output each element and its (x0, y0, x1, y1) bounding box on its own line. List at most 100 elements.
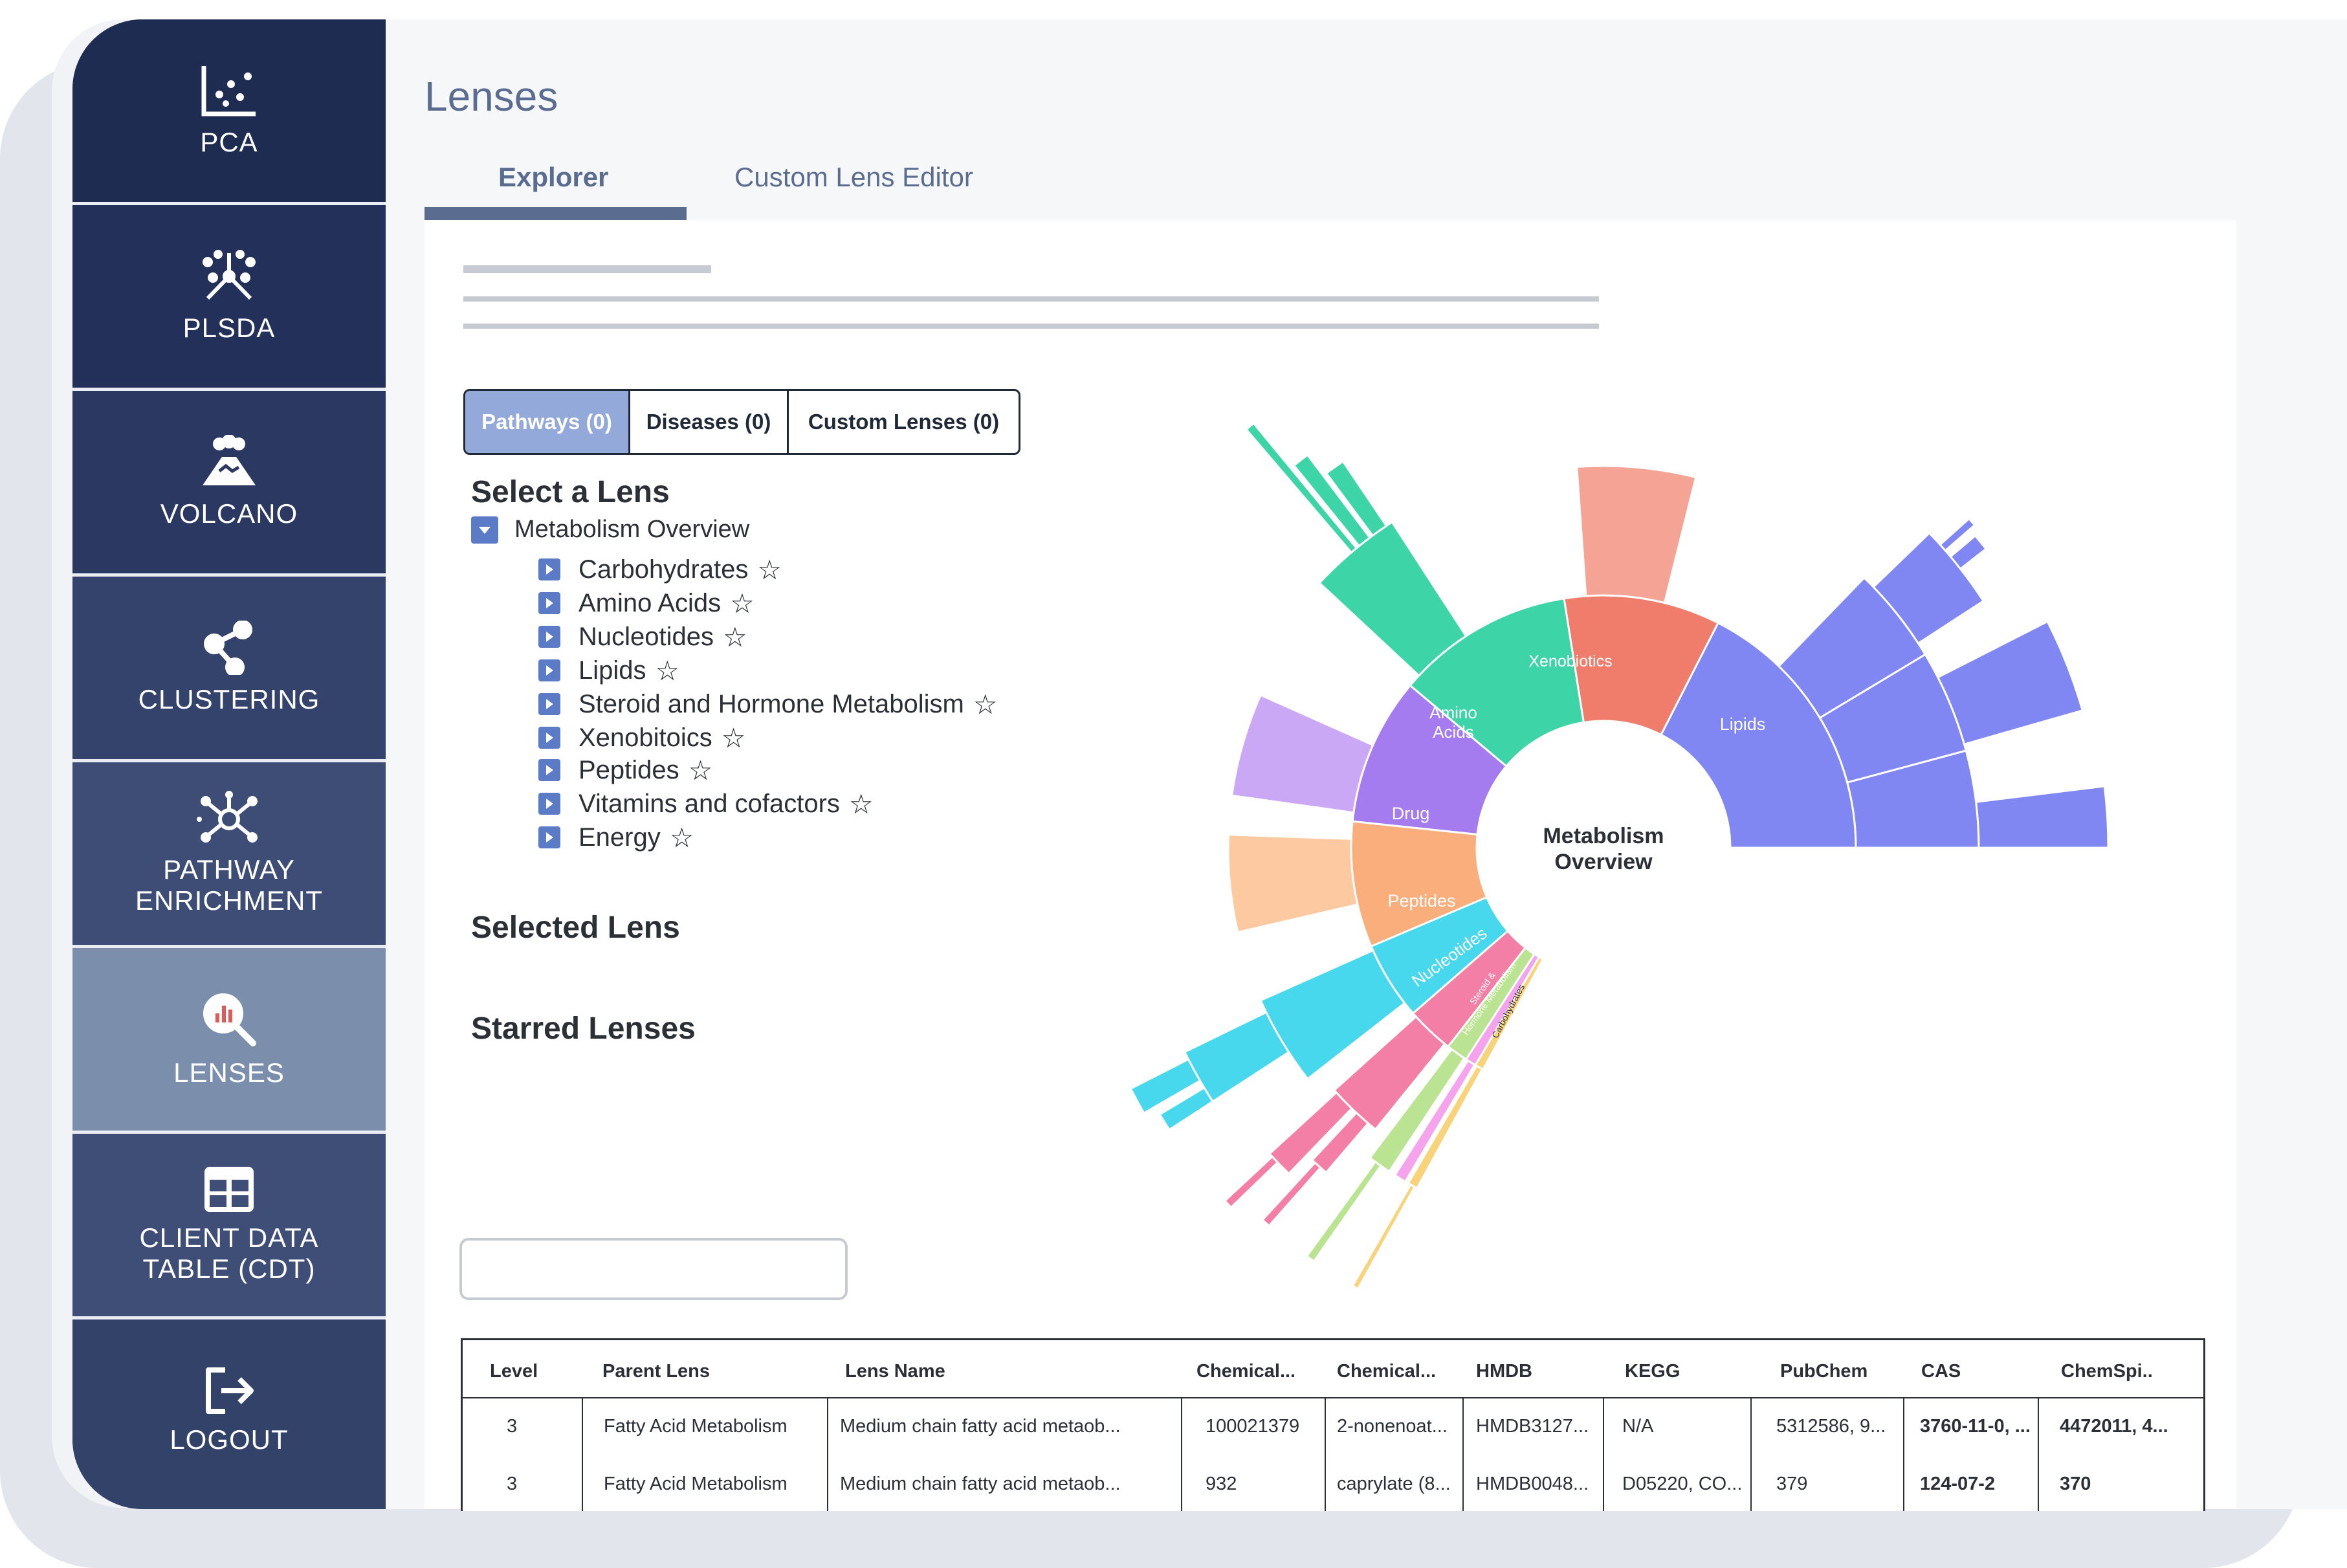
lens-item[interactable]: Nucleotides ☆ (538, 621, 747, 652)
tab-custom-lens-editor[interactable]: Custom Lens Editor (734, 162, 973, 192)
sidebar-item-label: VOLCANO (160, 498, 298, 529)
star-icon[interactable]: ☆ (848, 788, 874, 819)
star-icon[interactable]: ☆ (723, 621, 747, 652)
lens-item-label: Xenobitoics (578, 723, 712, 752)
lipids-label: Lipids (1720, 714, 1766, 734)
expand-icon[interactable] (538, 558, 560, 580)
expand-icon[interactable] (538, 693, 560, 715)
column-header[interactable]: CAS (1921, 1361, 1961, 1382)
expand-icon[interactable] (538, 592, 560, 614)
lens-item[interactable]: Xenobitoics ☆ (538, 722, 745, 753)
column-header[interactable]: Parent Lens (602, 1361, 710, 1382)
sunburst-chart[interactable]: Metabolism Overview Xenobiotics Lipids A… (1009, 337, 2174, 1340)
page-title: Lenses (424, 73, 558, 120)
filter-diseases-button[interactable]: Diseases (0) (628, 391, 787, 453)
expand-icon[interactable] (538, 727, 560, 749)
sunburst-segment-peptides-child[interactable] (1227, 834, 1359, 934)
column-header[interactable]: Chemical... (1337, 1361, 1437, 1382)
lens-item[interactable]: Amino Acids ☆ (538, 588, 755, 619)
column-header[interactable]: Level (490, 1361, 538, 1382)
lens-item[interactable]: Steroid and Hormone Metabolism ☆ (538, 689, 998, 720)
sunburst-segment-drug-child[interactable] (1230, 694, 1374, 814)
star-icon[interactable]: ☆ (973, 689, 998, 720)
star-icon[interactable]: ☆ (669, 822, 694, 853)
sidebar-item-plsda[interactable]: PLSDA (72, 205, 386, 388)
column-header[interactable]: ChemSpi.. (2061, 1361, 2153, 1382)
peptides-label: Peptides (1387, 891, 1455, 911)
lens-item[interactable]: Peptides ☆ (538, 755, 712, 786)
filter-pathways-button[interactable]: Pathways (0) (465, 391, 628, 453)
table-cell: 124-07-2 (1920, 1474, 1996, 1494)
table-cell: Fatty Acid Metabolism (604, 1474, 788, 1494)
table-cell: 2-nonenoat... (1337, 1416, 1448, 1437)
sidebar-item-pathway-enrichment[interactable]: PATHWAY ENRICHMENT (72, 762, 386, 945)
star-icon[interactable]: ☆ (688, 755, 713, 786)
sunburst-segment-lipids-grandchild[interactable] (1939, 517, 1976, 552)
lens-type-filter: Pathways (0) Diseases (0) Custom Lenses … (463, 389, 1020, 455)
sidebar-item-lenses[interactable]: LENSES (72, 948, 386, 1131)
table-cell: 3 (507, 1474, 518, 1494)
sidebar-item-client-data-table[interactable]: CLIENT DATA TABLE (CDT) (72, 1134, 386, 1316)
column-header[interactable]: KEGG (1625, 1361, 1680, 1382)
sunburst-segment-nucleotides-child[interactable] (1158, 1086, 1215, 1131)
divider (72, 759, 386, 762)
expand-icon[interactable] (538, 826, 560, 848)
sunburst-segment-carbohydrates-child[interactable] (1305, 1160, 1382, 1263)
sidebar-item-logout[interactable]: LOGOUT (72, 1320, 386, 1502)
sidebar-item-clustering[interactable]: CLUSTERING (72, 577, 386, 759)
tab-explorer[interactable]: Explorer (498, 162, 609, 192)
column-header[interactable]: PubChem (1780, 1361, 1868, 1382)
pathway-network-icon (197, 791, 258, 843)
table-cell: 3 (507, 1416, 518, 1437)
expand-icon[interactable] (538, 793, 560, 815)
star-icon[interactable]: ☆ (730, 588, 755, 619)
search-input[interactable] (459, 1238, 848, 1300)
sunburst-segment-lipids-grandchild[interactable] (1975, 785, 2110, 849)
lens-item[interactable]: Lipids ☆ (538, 655, 679, 686)
active-tab-indicator (424, 207, 687, 220)
amino-acids-label: Amino (1429, 703, 1477, 722)
sunburst-segment-lipids-grandchild[interactable] (1872, 531, 1985, 645)
sidebar-item-pca[interactable]: PCA (72, 19, 386, 202)
column-header[interactable]: Chemical... (1196, 1361, 1296, 1382)
table-cell: D05220, CO... (1622, 1474, 1743, 1494)
sunburst-segment-lipids-grandchild[interactable] (1949, 534, 1988, 571)
tree-root-label: Metabolism Overview (514, 516, 750, 543)
lens-item[interactable]: Carbohydrates ☆ (538, 554, 782, 585)
sunburst-segment-nucleotides-child[interactable] (1129, 1057, 1202, 1115)
sunburst-segment-lipids-grandchild[interactable] (1936, 620, 2084, 745)
column-header[interactable]: Lens Name (845, 1361, 945, 1382)
lens-item[interactable]: Energy ☆ (538, 822, 694, 853)
sunburst-segment-steroid-child[interactable] (1261, 1161, 1322, 1228)
star-icon[interactable]: ☆ (757, 554, 782, 585)
expand-icon[interactable] (538, 659, 560, 681)
collapse-icon[interactable] (471, 516, 498, 544)
scatter-plot-icon (201, 66, 256, 116)
table-cell: 100021379 (1206, 1416, 1300, 1437)
expand-icon[interactable] (538, 626, 560, 648)
sidebar-item-label: CLIENT DATA TABLE (CDT) (139, 1222, 319, 1284)
divider (1603, 1397, 1604, 1511)
drug-label: Drug (1392, 804, 1430, 823)
sidebar-item-volcano[interactable]: VOLCANO (72, 391, 386, 573)
sunburst-segment-xenobiotics-child[interactable] (1576, 465, 1697, 604)
sunburst-center[interactable] (1477, 721, 1730, 975)
sunburst-segment-amino-acids-child[interactable] (1244, 422, 1358, 554)
sidebar-item-label: PLSDA (182, 313, 276, 343)
tree-root[interactable]: Metabolism Overview (471, 516, 749, 544)
volcano-icon (203, 435, 256, 485)
sunburst-segment-vitamins-child[interactable] (1393, 1059, 1476, 1183)
sunburst-segment-amino-acids-child[interactable] (1292, 453, 1372, 547)
lens-item[interactable]: Vitamins and cofactors ☆ (538, 788, 874, 819)
sunburst-segment-amino-acids-child[interactable] (1325, 460, 1388, 537)
star-icon[interactable]: ☆ (655, 655, 680, 686)
sunburst-segment-amino-acids-child[interactable] (1318, 520, 1468, 678)
star-icon[interactable]: ☆ (721, 722, 746, 753)
sunburst-segment-energy-child[interactable] (1351, 1183, 1416, 1290)
filter-custom-lenses-button[interactable]: Custom Lenses (0) (787, 391, 1019, 453)
expand-icon[interactable] (538, 759, 560, 781)
table-cell: 5312586, 9... (1776, 1416, 1886, 1437)
sunburst-segment-nucleotides-child[interactable] (1183, 1011, 1290, 1103)
sunburst-segment-steroid-child[interactable] (1223, 1155, 1279, 1209)
column-header[interactable]: HMDB (1476, 1361, 1532, 1382)
